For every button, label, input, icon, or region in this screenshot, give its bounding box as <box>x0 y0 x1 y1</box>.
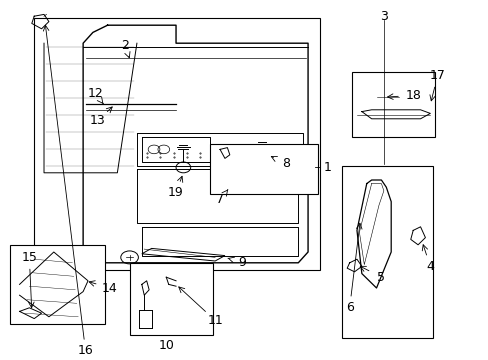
Text: 8: 8 <box>282 157 289 170</box>
Text: 18: 18 <box>405 89 420 102</box>
Text: 16: 16 <box>78 345 93 357</box>
Text: 13: 13 <box>90 114 105 127</box>
Bar <box>34 18 320 270</box>
Text: 17: 17 <box>429 69 445 82</box>
Bar <box>210 144 317 194</box>
Text: 19: 19 <box>168 186 183 199</box>
Text: 10: 10 <box>158 339 174 352</box>
Bar <box>10 245 105 324</box>
Polygon shape <box>142 248 224 261</box>
Text: 5: 5 <box>377 271 385 284</box>
Text: 7: 7 <box>216 193 224 206</box>
Text: 11: 11 <box>207 314 223 327</box>
Bar <box>342 166 432 338</box>
Text: 12: 12 <box>87 87 103 100</box>
Text: 14: 14 <box>102 282 118 294</box>
Text: 3: 3 <box>379 10 387 23</box>
Bar <box>351 72 434 137</box>
Bar <box>129 263 212 335</box>
Text: 1: 1 <box>323 161 331 174</box>
Text: 2: 2 <box>121 39 128 51</box>
Text: 6: 6 <box>345 301 353 314</box>
Text: 4: 4 <box>426 260 433 273</box>
FancyBboxPatch shape <box>227 148 312 169</box>
Text: 15: 15 <box>21 251 37 264</box>
Text: 9: 9 <box>238 256 245 269</box>
